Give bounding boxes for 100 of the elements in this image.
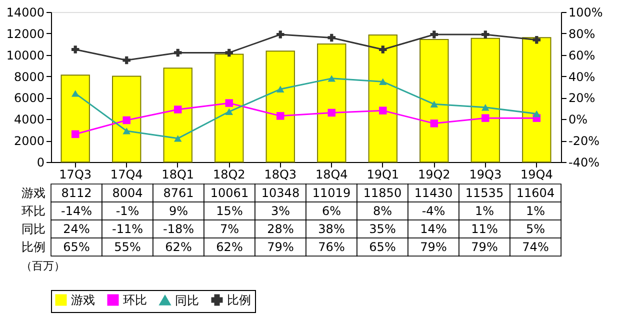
point (379, 106, 387, 114)
x-tick-label: 19Q1 (366, 168, 400, 182)
point (71, 130, 80, 138)
data-label: 8% (372, 204, 392, 218)
legend-label: 同比 (175, 293, 199, 308)
data-label: 76% (318, 240, 345, 254)
point (482, 104, 490, 111)
point (379, 46, 387, 54)
y-tick-label: 12000 (6, 26, 44, 41)
point (174, 106, 182, 114)
data-label: 10061 (210, 186, 249, 200)
y-tick-label: 6000 (14, 91, 44, 106)
point (430, 30, 438, 38)
data-label: 14% (420, 222, 447, 236)
data-label: 8004 (112, 186, 143, 200)
y2-tick-label: 20% (568, 91, 596, 106)
bar (266, 50, 295, 162)
bar (317, 43, 346, 162)
data-label: 8112 (61, 186, 92, 200)
point (482, 114, 490, 122)
point (174, 48, 182, 57)
legend-label: 比例 (227, 293, 251, 307)
point (276, 86, 284, 92)
point (225, 108, 233, 115)
text: （百万） (21, 259, 65, 272)
x-tick-label: 17Q4 (110, 168, 143, 182)
data-label: 74% (522, 240, 549, 254)
point (482, 30, 490, 38)
data-label: 79% (267, 240, 294, 254)
point (430, 100, 438, 108)
point (328, 34, 336, 42)
data-label: 28% (267, 222, 294, 236)
data-label: 62% (165, 240, 192, 254)
point (174, 135, 182, 142)
point (532, 110, 541, 118)
point (276, 30, 284, 38)
y-tick-label: 4000 (14, 112, 44, 127)
data-label: 11430 (414, 186, 453, 200)
y-tick-label: 10000 (6, 48, 44, 62)
data-label: 79% (420, 240, 447, 254)
data-label: 11850 (363, 186, 402, 200)
data-label: 10348 (261, 186, 300, 200)
data-label: -14% (60, 204, 92, 218)
bar (470, 38, 500, 162)
y2-tick-label: 40% (568, 70, 596, 84)
y2-tick-label: 0% (568, 112, 588, 127)
bar (163, 68, 192, 162)
bar (112, 76, 142, 162)
point (328, 108, 336, 117)
data-label: 5% (526, 222, 546, 236)
x-tick-label: 19Q4 (520, 168, 553, 182)
data-label: 8761 (163, 186, 194, 200)
data-label: 3% (270, 204, 290, 218)
data-label: -1% (116, 204, 140, 218)
x-tick-label: 17Q3 (59, 168, 92, 182)
point (276, 112, 284, 120)
legend-label: 游戏 (71, 293, 95, 307)
y2-tick-label: 60% (568, 48, 596, 62)
y-tick-label: 14000 (6, 6, 44, 20)
y-tick-label: 0 (36, 156, 44, 170)
data-label: 6% (322, 204, 342, 218)
data-label: 65% (369, 240, 396, 254)
text: 环比 (22, 204, 46, 218)
bar (214, 54, 244, 162)
point (71, 46, 80, 54)
point (122, 128, 130, 134)
x-tick-label: 18Q4 (315, 168, 348, 182)
point (328, 75, 336, 82)
point (71, 90, 80, 97)
legend-label: 环比 (123, 293, 147, 307)
data-label: 35% (369, 222, 396, 236)
text: 同比 (22, 222, 46, 236)
bar (60, 74, 90, 162)
y2-tick-label: 100% (568, 6, 603, 20)
data-label: -18% (162, 222, 194, 236)
x-tick-label: 18Q1 (162, 168, 194, 182)
point (122, 116, 130, 124)
y2-tick-label: -20% (568, 134, 600, 148)
data-label: 65% (63, 240, 90, 254)
data-label: 1% (526, 204, 546, 218)
point (430, 120, 438, 128)
data-label: 55% (114, 240, 141, 254)
data-label: 62% (216, 240, 243, 254)
text: 比例 (22, 240, 46, 254)
bar (420, 39, 449, 162)
y-tick-label: 2000 (14, 134, 44, 148)
text: 游戏 (22, 186, 46, 200)
data-label: 1% (474, 204, 494, 218)
data-label: 11604 (516, 186, 555, 200)
x-tick-label: 18Q3 (264, 168, 297, 182)
y2-tick-label: -40% (568, 156, 600, 170)
data-label: -4% (422, 204, 446, 218)
data-label: 11535 (465, 186, 504, 200)
point (379, 78, 387, 85)
x-tick-label: 19Q3 (469, 168, 502, 182)
bar (522, 37, 552, 162)
data-label: 11% (471, 222, 498, 236)
x-tick-label: 18Q2 (212, 168, 246, 182)
data-label: 38% (318, 222, 345, 236)
data-label: 9% (168, 204, 188, 218)
